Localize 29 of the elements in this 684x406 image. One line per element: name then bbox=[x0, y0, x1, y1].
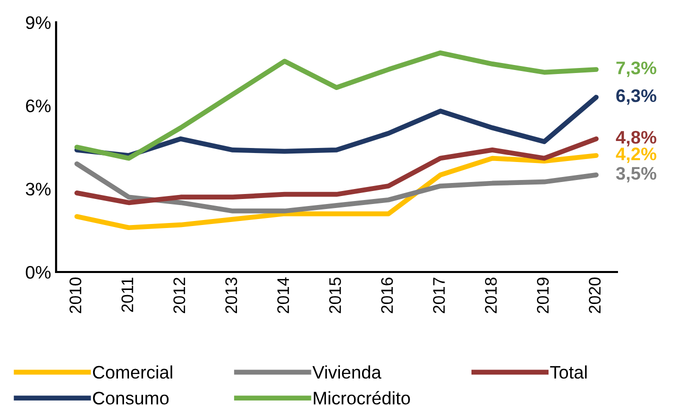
x-tick-label: 2011 bbox=[121, 278, 134, 312]
legend-label: Vivienda bbox=[312, 365, 382, 379]
x-tick-label: 2016 bbox=[381, 278, 393, 314]
line-series bbox=[74, 136, 599, 206]
x-tick-label: 2017 bbox=[433, 278, 445, 314]
data-label: 7,3% bbox=[616, 62, 656, 77]
data-label: 6,3% bbox=[616, 89, 656, 105]
data-label: 3,5% bbox=[616, 166, 656, 182]
x-tick-label: 2010 bbox=[70, 278, 82, 314]
x-tick-label: 2019 bbox=[536, 278, 549, 314]
legend-label: Microcrédito bbox=[314, 391, 410, 405]
y-tick-label: 0% bbox=[26, 266, 51, 279]
data-label: 4,2% bbox=[616, 148, 656, 163]
y-tick-label: 9% bbox=[26, 16, 51, 30]
legend-label: Comercial bbox=[93, 365, 172, 379]
line-series bbox=[74, 50, 599, 161]
line-series bbox=[74, 161, 599, 214]
x-tick-label: 2018 bbox=[485, 278, 497, 314]
data-label: 4,8% bbox=[616, 130, 656, 146]
y-tick-label: 6% bbox=[26, 99, 51, 112]
line-series bbox=[74, 153, 599, 230]
y-tick-label: 3% bbox=[26, 182, 51, 196]
x-tick-label: 2015 bbox=[329, 278, 341, 314]
x-tick-label: 2014 bbox=[277, 277, 290, 314]
x-tick-label: 2020 bbox=[588, 278, 601, 314]
x-tick-label: 2012 bbox=[173, 278, 186, 314]
legend-label: Total bbox=[550, 365, 587, 379]
x-tick-label: 2013 bbox=[225, 278, 238, 314]
legend-label: Consumo bbox=[93, 392, 169, 405]
